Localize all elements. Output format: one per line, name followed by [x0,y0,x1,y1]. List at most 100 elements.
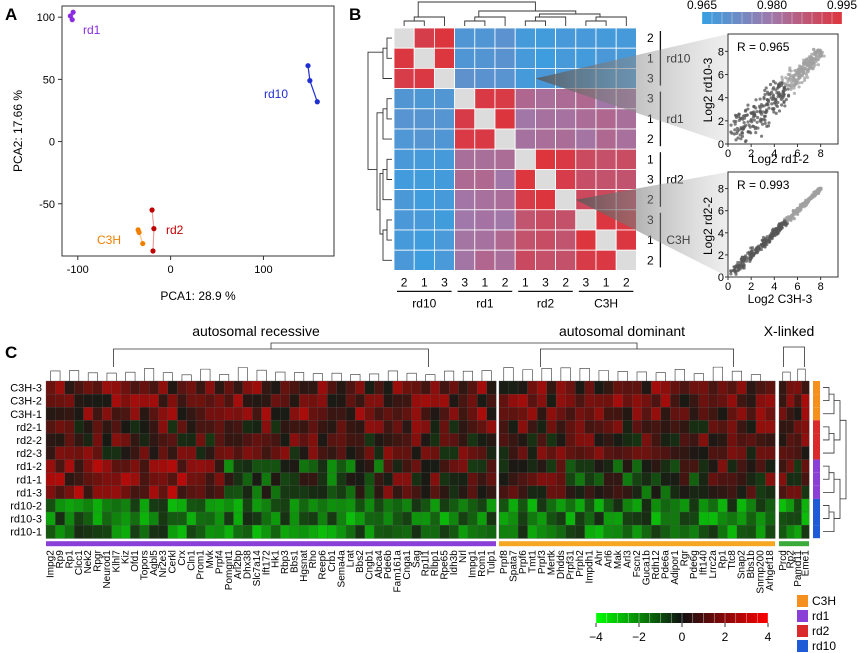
heatmap-cell [148,498,159,513]
correlation-cell [433,249,455,271]
heatmap-cell [186,420,197,434]
pca-point-rd2 [149,207,155,213]
heatmap-cell [308,393,319,408]
heatmap-cell [793,420,802,434]
correlation-cell [615,249,637,271]
heatmap-cell [223,524,234,539]
heatmap-cell [289,446,300,461]
heatmap-cell [477,472,488,487]
heatmap-cell [177,420,188,434]
heatmap-cell [574,524,586,539]
heatmap-cell [786,459,795,474]
heatmap-cell [594,498,605,513]
heatmap-cell [383,498,394,513]
heatmap-cell [603,420,614,434]
heatmap-cell [448,511,459,526]
heatmap-cell [793,407,802,421]
heatmap-cell [308,498,319,513]
heatmap-cell [765,472,776,487]
pca-point-rd2 [150,248,156,254]
heatmap-cell [765,446,776,461]
heatmap-cell [233,511,244,526]
heatmap-cell [130,459,141,474]
heatmap-cell [392,459,403,474]
heatmap-cell [786,420,795,434]
heatmap-cell [708,472,719,487]
heatmap-cell [139,407,150,421]
heatmap-cell [167,446,178,461]
heatmap-cell [345,459,356,474]
heatmap-cell [167,485,178,500]
heatmap-row-label: rd1-3 [16,487,42,499]
heatmap-cell [651,524,662,539]
heatmap-cell [458,446,469,461]
heatmap-cell [717,407,728,421]
heatmap-cell [270,459,281,474]
heatmap-cell [102,524,113,539]
scatter1-point [814,54,818,58]
scatter1-point [766,103,770,107]
heatmap-cell [177,472,188,487]
heatmap-cell [584,380,595,395]
correlation-cell [494,108,516,130]
heatmap-cell [622,380,633,395]
heatmap-cell [345,446,356,461]
heatmap-cell [527,511,538,526]
pca-y-tick-label: 100 [37,12,55,24]
heatmap-cell [670,524,681,539]
heatmap-cell [261,393,272,408]
heatmap-cell [458,433,469,447]
heatmap-cell [458,511,469,526]
heatmap-cell [793,472,802,487]
heatmap-cell [746,433,757,447]
corr-col-rep-label: 3 [542,275,549,289]
heatmap-cell [345,498,356,513]
heatmap-cell [477,498,488,513]
correlation-cell [535,229,557,251]
heatmap-cell [83,524,94,539]
scatter1-point [737,112,741,116]
correlation-cell [555,27,577,49]
correlation-cell [595,229,617,251]
heatmap-cell [355,420,366,434]
heatmap-cell [486,459,497,474]
heatmap-cell [327,498,338,513]
heatmap-gene-label: Prph2 [575,550,586,577]
heatmap-gene-label: Lrrc2a [708,550,719,579]
correlation-cell [413,88,435,110]
heatmap-cell [92,498,103,513]
heatmap-cell [270,524,281,539]
heatmap-cell [660,433,671,447]
correlation-cell [575,27,597,49]
heatmap-cell [177,380,188,395]
heatmap-cell [698,420,709,434]
corr-row-rep-label: 3 [647,173,654,187]
heatmap-gene-label: Rp2 [785,550,796,569]
heatmap-cell [158,511,169,526]
scatter1-point [781,90,785,94]
heatmap-cell [793,433,802,447]
correlation-cell [393,229,415,251]
heatmap-cell [698,407,709,421]
heatmap-cell [546,380,557,395]
heatmap-cell [498,407,509,421]
scatter1-point [776,86,780,90]
heatmap-cell [517,407,529,421]
heatmap-cell [261,498,272,513]
heatmap-cell [622,446,633,461]
heatmap-row-label: rd10-2 [10,500,42,512]
heatmap-cell [727,380,738,395]
correlation-cell [514,249,536,271]
heatmap-cell [778,498,787,513]
heatmap-cell [383,433,394,447]
heatmap-cell [355,498,366,513]
heatmap-cell [536,380,548,395]
heatmap-cell [727,433,738,447]
scatter1-y-tick-label: 4 [718,93,724,105]
heatmap-cell [355,393,366,408]
heatmap-cell [727,511,738,526]
scatter1-point [788,68,792,72]
heatmap-cell [508,524,519,539]
heatmap-cell [622,393,633,408]
heatmap-cell [448,485,459,500]
